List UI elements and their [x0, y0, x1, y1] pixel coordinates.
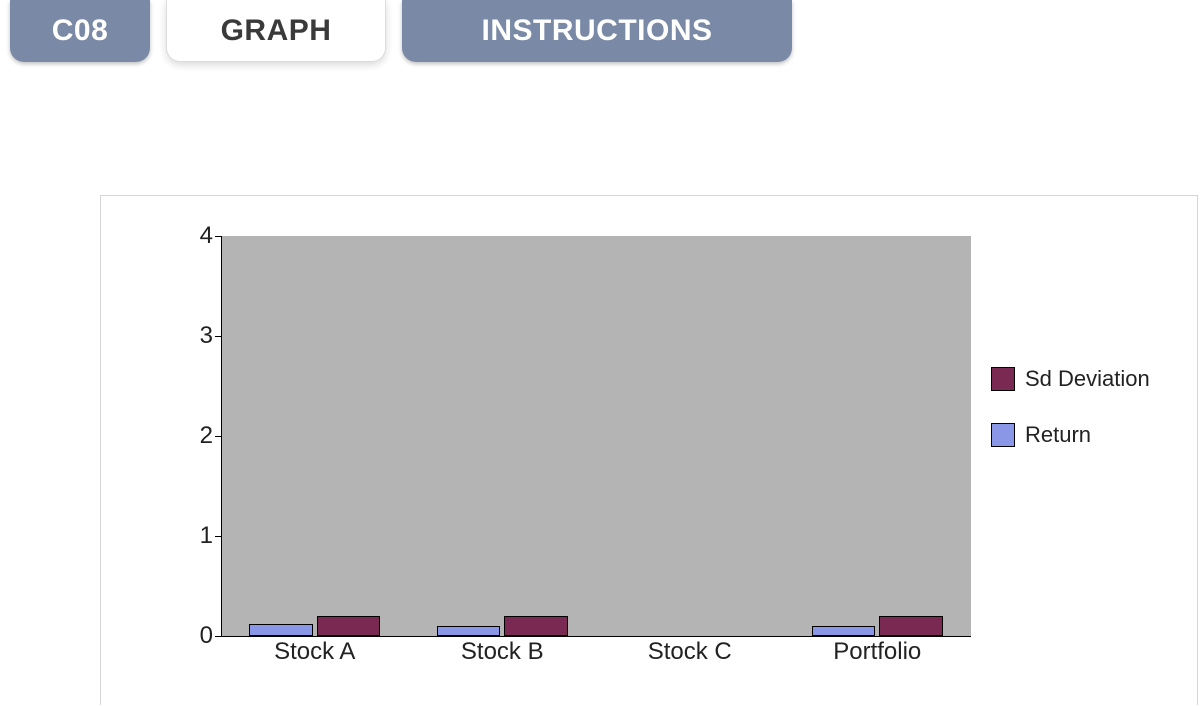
x-tick-label: Portfolio — [833, 638, 921, 666]
tab-instructions[interactable]: INSTRUCTIONS — [402, 0, 792, 62]
tab-bar: C08 GRAPH INSTRUCTIONS — [0, 0, 1200, 62]
x-tick-label: Stock C — [648, 638, 732, 666]
y-tick — [215, 636, 221, 637]
bars-group — [221, 236, 971, 636]
bar — [812, 626, 876, 636]
bar — [504, 616, 568, 636]
x-tick-label: Stock B — [461, 638, 544, 666]
legend-label-return: Return — [1025, 422, 1091, 448]
bar — [879, 616, 943, 636]
y-tick-label: 3 — [171, 322, 213, 350]
x-axis — [221, 636, 971, 637]
tab-graph[interactable]: GRAPH — [166, 0, 386, 62]
bar — [249, 624, 313, 636]
bar — [437, 626, 501, 636]
x-axis-labels: Stock A Stock B Stock C Portfolio — [221, 638, 971, 678]
chart-panel: 0 1 2 3 4 Stock A Stock B Stock C Portfolio Sd … — [100, 195, 1198, 705]
y-tick-label: 0 — [171, 622, 213, 650]
tab-c08[interactable]: C08 — [10, 0, 150, 62]
legend: Sd Deviation Return — [991, 366, 1191, 478]
legend-label-sd: Sd Deviation — [1025, 366, 1150, 392]
legend-item-sd: Sd Deviation — [991, 366, 1191, 392]
y-tick-label: 4 — [171, 222, 213, 250]
chart: 01234 Stock AStock BStock CPortfolio Sd … — [171, 236, 1191, 705]
y-axis-labels: 01234 — [171, 236, 213, 636]
bar — [317, 616, 381, 636]
legend-item-return: Return — [991, 422, 1191, 448]
x-tick-label: Stock A — [274, 638, 355, 666]
y-tick-label: 1 — [171, 522, 213, 550]
legend-swatch-sd — [991, 367, 1015, 391]
legend-swatch-return — [991, 423, 1015, 447]
y-tick-label: 2 — [171, 422, 213, 450]
